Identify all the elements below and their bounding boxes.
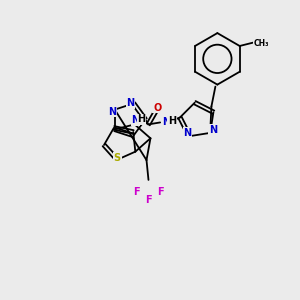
Text: F: F	[145, 195, 152, 205]
Text: N: N	[162, 117, 170, 128]
Text: H: H	[137, 115, 146, 124]
Text: CH₃: CH₃	[254, 40, 269, 49]
Text: F: F	[133, 187, 140, 197]
Text: N: N	[127, 98, 135, 109]
Text: N: N	[183, 128, 191, 138]
Text: H: H	[168, 116, 176, 127]
Text: S: S	[114, 153, 121, 163]
Text: N: N	[131, 116, 140, 125]
Text: O: O	[153, 103, 161, 112]
Text: N: N	[209, 125, 217, 135]
Text: F: F	[157, 187, 164, 197]
Text: N: N	[108, 106, 116, 117]
